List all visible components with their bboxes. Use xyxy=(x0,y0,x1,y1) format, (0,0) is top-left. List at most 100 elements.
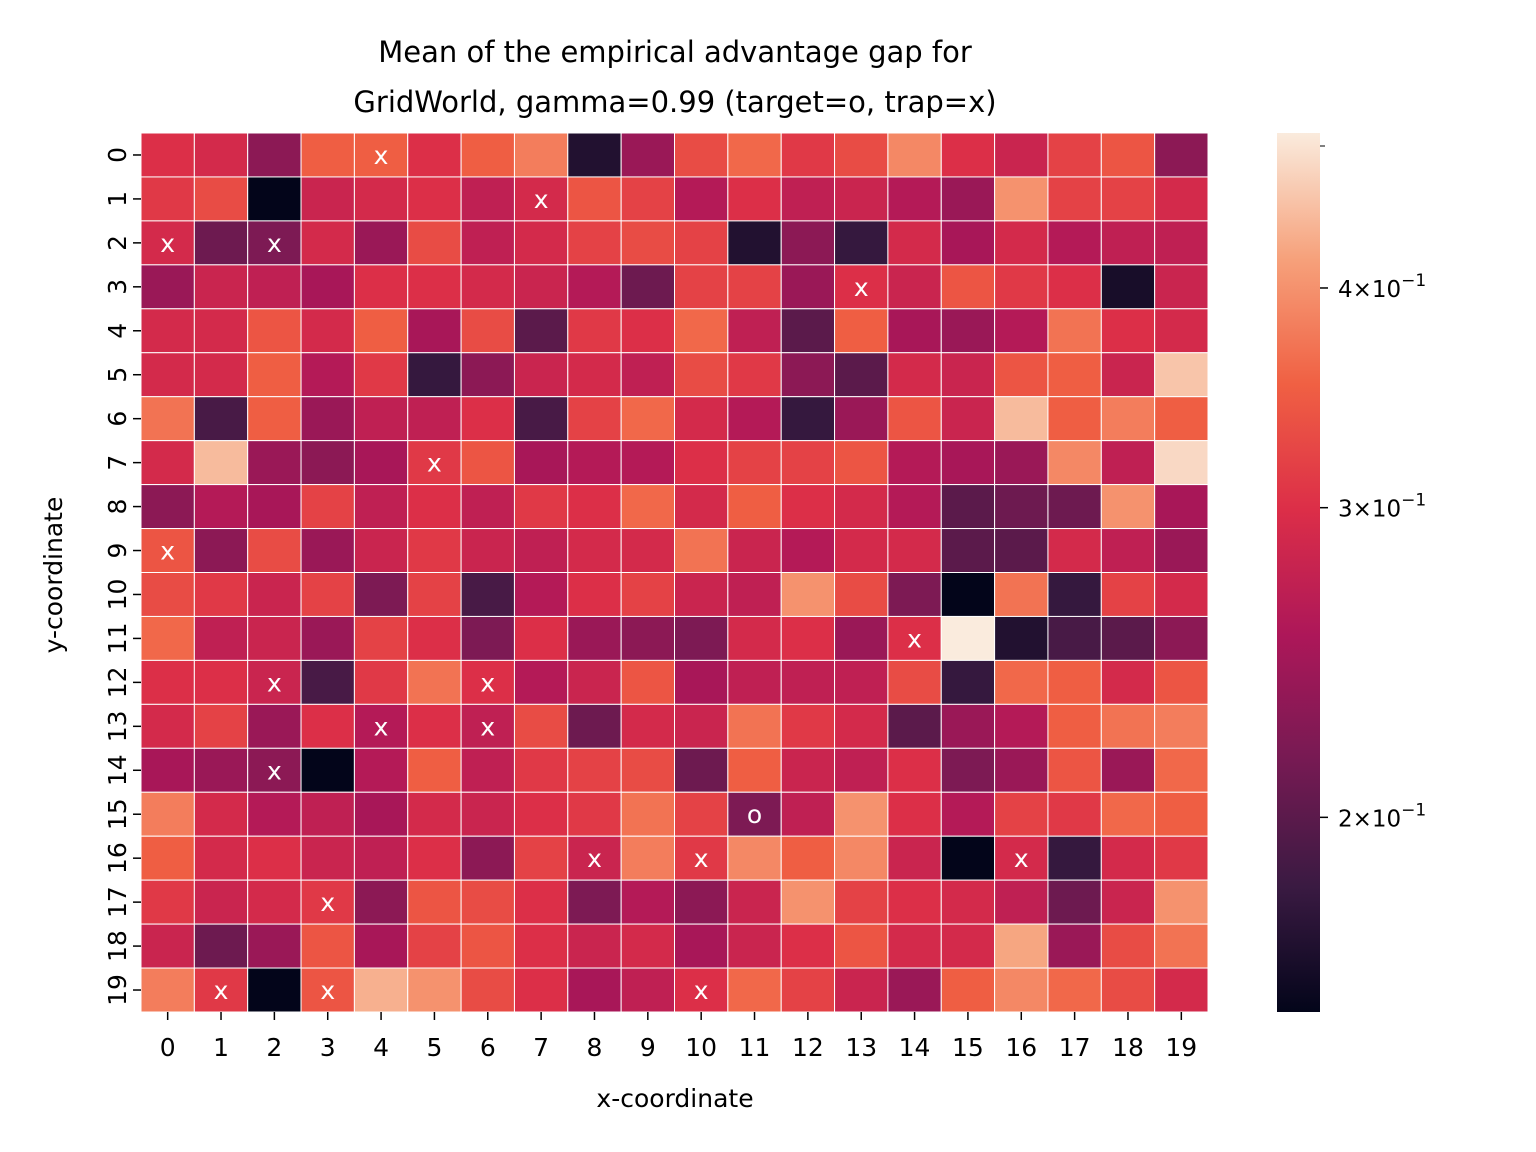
heatmap-cell xyxy=(353,440,409,486)
heatmap-cell xyxy=(513,747,569,793)
heatmap-cell xyxy=(887,264,942,310)
heatmap-cell xyxy=(1154,791,1209,837)
heatmap-cell xyxy=(567,703,622,749)
heatmap-cell xyxy=(140,835,195,881)
y-tick-label: 11 xyxy=(103,623,132,655)
heatmap-cell xyxy=(674,308,729,354)
heatmap-cell xyxy=(193,572,249,617)
heatmap-cell xyxy=(353,132,409,178)
y-tick-label: 12 xyxy=(103,666,132,698)
heatmap-cell xyxy=(1100,967,1156,1013)
x-tick-label: 0 xyxy=(160,1033,176,1062)
heatmap-cell xyxy=(834,923,889,969)
heatmap-cell xyxy=(620,176,676,222)
heatmap-cell xyxy=(460,308,515,354)
heatmap-cell xyxy=(834,396,889,442)
heatmap-cell xyxy=(460,220,515,266)
heatmap-cell xyxy=(727,615,782,661)
heatmap-cell xyxy=(247,132,302,178)
heatmap-cell xyxy=(567,879,622,925)
heatmap-cell xyxy=(940,967,996,1013)
heatmap-cell xyxy=(1100,879,1156,925)
heatmap-cell xyxy=(407,659,462,705)
x-tick-label: 2 xyxy=(266,1033,282,1062)
heatmap-cell xyxy=(1047,791,1102,837)
y-tick-label: 17 xyxy=(103,886,132,918)
heatmap-cell xyxy=(1154,835,1209,881)
heatmap-cell xyxy=(1154,747,1209,793)
trap-marker: x xyxy=(160,537,175,566)
heatmap-cell xyxy=(460,176,515,222)
heatmap-cell xyxy=(674,879,729,925)
heatmap-cell xyxy=(887,659,942,705)
heatmap-cell xyxy=(513,396,569,442)
heatmap-cell xyxy=(834,967,889,1013)
trap-marker: x xyxy=(1014,844,1029,873)
heatmap-cell xyxy=(513,440,569,486)
heatmap-cell xyxy=(674,484,729,530)
heatmap-cell xyxy=(940,440,996,486)
trap-marker: x xyxy=(534,185,549,214)
heatmap-cell xyxy=(1047,264,1102,310)
heatmap-cell xyxy=(407,703,462,749)
trap-marker: x xyxy=(907,624,922,653)
heatmap-cell xyxy=(620,440,676,486)
heatmap-cell xyxy=(567,264,622,310)
heatmap-cell xyxy=(140,352,195,398)
heatmap-cell xyxy=(620,264,676,310)
heatmap-cell xyxy=(1047,615,1102,661)
heatmap-cell xyxy=(620,220,676,266)
heatmap-cell xyxy=(460,264,515,310)
heatmap-cell xyxy=(567,132,622,178)
heatmap-cell xyxy=(1100,703,1156,749)
heatmap-cell xyxy=(674,440,729,486)
heatmap-cell xyxy=(834,308,889,354)
heatmap-cell xyxy=(940,879,996,925)
heatmap-cell xyxy=(620,308,676,354)
heatmap-cell xyxy=(247,703,302,749)
heatmap-cell xyxy=(1154,923,1209,969)
y-tick-label: 3 xyxy=(103,279,132,295)
heatmap-cell xyxy=(567,396,622,442)
heatmap-cell xyxy=(513,352,569,398)
heatmap-cell xyxy=(460,132,515,178)
heatmap-cell xyxy=(674,835,729,881)
heatmap-cell xyxy=(567,220,622,266)
heatmap-cell xyxy=(567,572,622,617)
heatmap-cell xyxy=(353,396,409,442)
heatmap-cell xyxy=(1100,528,1156,573)
heatmap-cell xyxy=(460,923,515,969)
trap-marker: x xyxy=(694,976,709,1005)
heatmap-cell xyxy=(834,879,889,925)
heatmap-cell xyxy=(247,791,302,837)
heatmap-cell xyxy=(727,396,782,442)
heatmap-cell xyxy=(567,747,622,793)
heatmap-cell xyxy=(140,132,195,178)
heatmap-cell xyxy=(887,703,942,749)
heatmap-cell xyxy=(247,396,302,442)
heatmap-cell xyxy=(1047,308,1102,354)
heatmap-cell xyxy=(994,352,1049,398)
heatmap-cell xyxy=(1100,615,1156,661)
heatmap-cell xyxy=(460,615,515,661)
y-axis-label: y-coordinate xyxy=(39,497,68,654)
heatmap-cell xyxy=(994,528,1049,573)
heatmap-cell xyxy=(193,176,249,222)
heatmap-cell xyxy=(1047,835,1102,881)
heatmap-cell xyxy=(300,352,355,398)
heatmap-cell xyxy=(1154,220,1209,266)
heatmap-cell xyxy=(247,176,302,222)
y-tick-label: 6 xyxy=(103,411,132,427)
heatmap-cell xyxy=(1047,879,1102,925)
heatmap-cell xyxy=(140,879,195,925)
y-tick-label: 1 xyxy=(103,191,132,207)
heatmap-cell xyxy=(940,132,996,178)
heatmap-cell xyxy=(300,396,355,442)
heatmap-cell xyxy=(1154,572,1209,617)
heatmap-cell xyxy=(193,528,249,573)
heatmap-cell xyxy=(780,572,836,617)
heatmap-cell xyxy=(1047,572,1102,617)
heatmap-cell xyxy=(193,967,249,1013)
heatmap-cell xyxy=(513,879,569,925)
